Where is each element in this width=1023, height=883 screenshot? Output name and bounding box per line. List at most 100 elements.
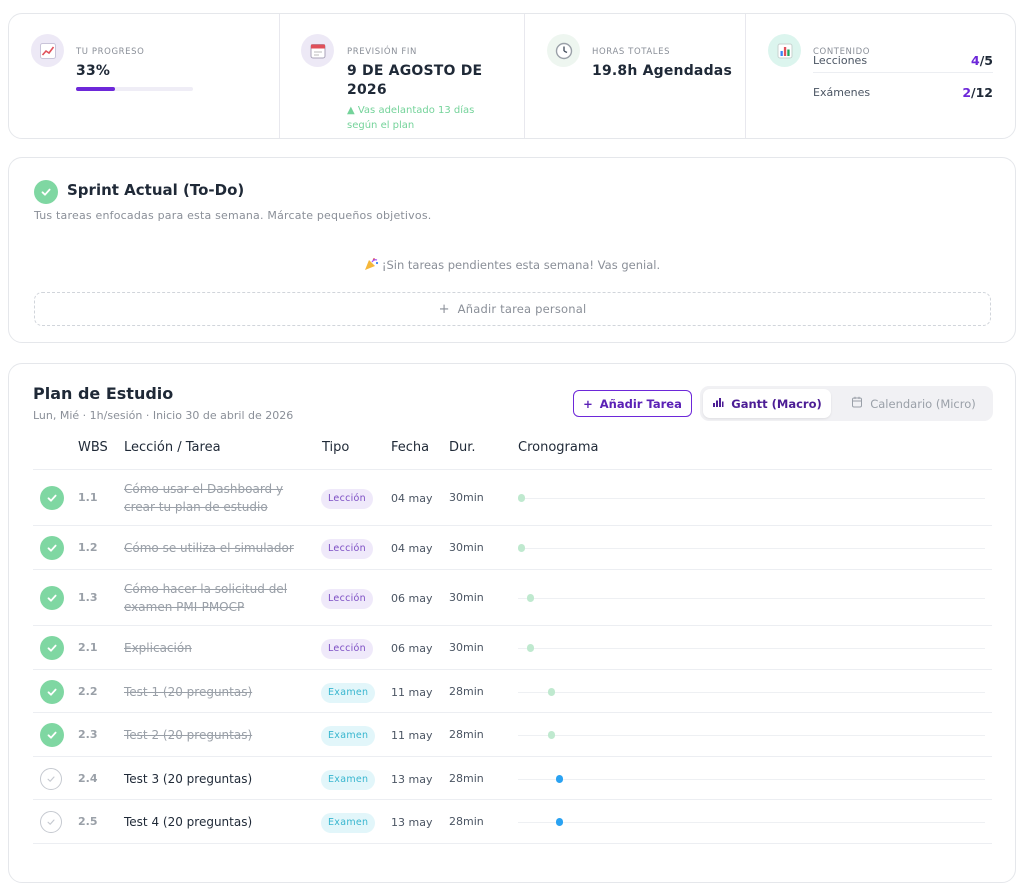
lessons-row: Lecciones 4/5 <box>813 49 993 73</box>
add-task-button[interactable]: + Añadir Tarea <box>573 390 692 417</box>
plan-title: Plan de Estudio <box>33 384 174 403</box>
type-badge: Lección <box>321 489 373 509</box>
wbs-code: 1.3 <box>78 591 98 604</box>
type-badge: Lección <box>321 539 373 559</box>
timeline-marker[interactable] <box>527 594 534 602</box>
tab-gantt-label: Gantt (Macro) <box>731 396 822 411</box>
timeline-track <box>518 648 985 649</box>
timeline-track <box>518 822 985 823</box>
table-row[interactable]: 2.3 Test 2 (20 preguntas) Examen 11 may 28mi… <box>33 713 992 757</box>
table-header: WBS Lección / Tarea Tipo Fecha Dur. Cron… <box>33 434 992 470</box>
task-duration: 28min <box>449 684 484 698</box>
lessons-count: 4/5 <box>971 53 993 68</box>
add-task-label: Añadir Tarea <box>599 396 682 411</box>
wbs-code: 2.5 <box>78 815 98 828</box>
sprint-subtitle: Tus tareas enfocadas para esta semana. M… <box>34 209 432 222</box>
wbs-code: 2.2 <box>78 684 98 698</box>
check-circle-icon[interactable] <box>40 723 64 747</box>
timeline-track <box>518 735 985 736</box>
wbs-code: 1.1 <box>78 491 98 504</box>
table-row[interactable]: 1.1 Cómo usar el Dashboard y crear tu pla… <box>33 470 992 526</box>
timeline-track <box>518 498 985 499</box>
ahead-of-plan-note: ▲ Vas adelantado 13 días según el plan <box>347 105 475 131</box>
sprint-title: Sprint Actual (To-Do) <box>67 181 245 199</box>
wbs-code: 1.2 <box>78 541 98 554</box>
type-badge: Examen <box>321 726 376 746</box>
check-circle-icon[interactable] <box>40 636 64 660</box>
hours-value: 19.8h Agendadas <box>592 63 732 79</box>
sprint-empty-state: ¡Sin tareas pendientes esta semana! Vas … <box>9 257 1015 274</box>
task-duration: 30min <box>449 541 484 554</box>
forecast-label: PREVISIÓN FIN <box>347 47 417 57</box>
wbs-code: 2.1 <box>78 641 98 654</box>
task-name: Test 1 (20 preguntas) <box>124 684 253 699</box>
type-badge: Lección <box>321 589 373 609</box>
timeline-track <box>518 691 985 693</box>
task-duration: 28min <box>449 771 484 785</box>
task-duration: 28min <box>449 815 484 828</box>
empty-circle-checkbox[interactable] <box>40 811 62 833</box>
progress-bar <box>76 87 193 91</box>
hours-label: HORAS TOTALES <box>592 47 671 57</box>
task-name: Cómo hacer la solicitud del examen PMI-P… <box>124 582 288 614</box>
forecast-value: 9 DE AGOSTO DE 2026 <box>347 63 483 98</box>
add-personal-task-button[interactable]: + Añadir tarea personal <box>34 292 991 326</box>
task-duration: 30min <box>449 641 484 654</box>
timeline-marker[interactable] <box>518 544 525 552</box>
timeline-marker[interactable] <box>518 494 525 502</box>
content-stat: CONTENIDO Lecciones 4/5 Exámenes 2/12 <box>746 14 1015 138</box>
table-row[interactable]: 2.4 Test 3 (20 preguntas) Examen 13 may 28mi… <box>33 757 992 800</box>
type-badge: Examen <box>321 813 376 833</box>
plan-subtitle: Lun, Mié · 1h/sesión · Inicio 30 de abri… <box>33 409 294 422</box>
tab-gantt[interactable]: Gantt (Macro) <box>703 389 831 418</box>
column-header-wbs: WBS <box>78 440 108 455</box>
timeline-marker[interactable] <box>556 818 563 826</box>
task-name: Test 3 (20 preguntas) <box>124 771 253 786</box>
hours-stat: HORAS TOTALES 19.8h Agendadas <box>525 14 746 138</box>
task-date: 06 may <box>391 642 433 655</box>
task-date: 04 may <box>391 542 433 555</box>
timeline-marker[interactable] <box>548 687 555 696</box>
table-row[interactable]: 1.3 Cómo hacer la solicitud del examen PM… <box>33 570 992 626</box>
timeline-track <box>518 598 985 599</box>
table-row[interactable]: 1.2 Cómo se utiliza el simulador Lección 04… <box>33 526 992 570</box>
forecast-stat: PREVISIÓN FIN 9 DE AGOSTO DE 2026 ▲ Vas … <box>280 14 525 138</box>
task-date: 11 may <box>391 685 433 699</box>
bar-chart-icon <box>768 34 801 67</box>
task-name: Cómo se utiliza el simulador <box>124 541 294 555</box>
task-duration: 28min <box>449 728 484 741</box>
tab-calendar-label: Calendario (Micro) <box>870 396 976 411</box>
timeline-marker[interactable] <box>548 731 555 739</box>
table-row[interactable]: 2.1 Explicación Lección 06 may 30min <box>33 626 992 670</box>
tab-calendar[interactable]: Calendario (Micro) <box>837 389 990 418</box>
chart-trend-icon <box>31 34 64 67</box>
empty-circle-checkbox[interactable] <box>40 767 62 790</box>
task-duration: 30min <box>449 491 484 504</box>
study-plan-card: Plan de Estudio Lun, Mié · 1h/sesión · I… <box>8 363 1016 883</box>
check-circle-icon <box>34 180 58 204</box>
task-name: Explicación <box>124 641 192 655</box>
check-circle-icon[interactable] <box>40 586 64 610</box>
column-header-task: Lección / Tarea <box>124 440 221 455</box>
clock-icon <box>547 34 580 67</box>
exams-count: 2/12 <box>962 84 993 100</box>
task-date: 04 may <box>391 492 433 505</box>
task-date: 11 may <box>391 729 433 742</box>
timeline-marker[interactable] <box>556 774 563 783</box>
progress-label: TU PROGRESO <box>76 47 145 57</box>
plus-icon: + <box>438 301 450 317</box>
task-name: Cómo usar el Dashboard y crear tu plan d… <box>124 482 284 514</box>
progress-value: 33% <box>76 63 111 79</box>
timeline-track <box>518 548 985 549</box>
check-circle-icon[interactable] <box>40 536 64 560</box>
table-row[interactable]: 2.2 Test 1 (20 preguntas) Examen 11 may 28mi… <box>33 670 992 713</box>
check-circle-icon[interactable] <box>40 679 64 704</box>
content-label: CONTENIDO <box>813 47 871 57</box>
task-table: 1.1 Cómo usar el Dashboard y crear tu pla… <box>33 470 992 844</box>
calendar-icon <box>851 396 863 411</box>
add-personal-task-label: Añadir tarea personal <box>457 302 587 316</box>
check-circle-icon[interactable] <box>40 486 64 510</box>
timeline-marker[interactable] <box>527 644 534 652</box>
column-header-date: Fecha <box>391 440 430 455</box>
table-row[interactable]: 2.5 Test 4 (20 preguntas) Examen 13 may 28mi… <box>33 800 992 844</box>
